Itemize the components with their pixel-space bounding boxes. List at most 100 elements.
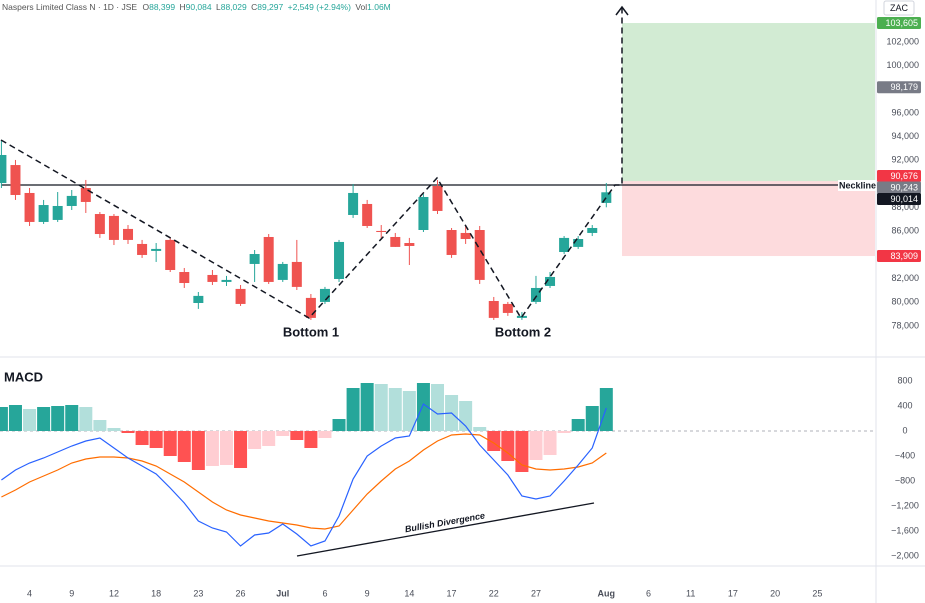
candle-body (488, 300, 499, 318)
candle-body (165, 239, 176, 270)
label-background (838, 180, 876, 191)
histogram-bar (416, 383, 430, 431)
histogram-bar (93, 420, 107, 431)
candle-body (291, 261, 302, 287)
y-tick-label: 800 (897, 375, 912, 385)
histogram-bar (23, 409, 37, 431)
x-tick-label: 20 (770, 588, 780, 598)
histogram-bar (543, 431, 557, 455)
y-tick-label: 94,000 (891, 131, 919, 141)
candle-body (530, 287, 541, 302)
candle-body (573, 238, 584, 247)
y-tick-label: 400 (897, 400, 912, 410)
histogram-bar (65, 405, 79, 431)
candle-body (376, 230, 387, 233)
histogram-bar (473, 427, 487, 431)
y-tick-label: 96,000 (891, 107, 919, 117)
x-tick-label: 25 (812, 588, 822, 598)
y-tick-label: 80,000 (891, 297, 919, 307)
candle-body (474, 230, 485, 280)
histogram-bar (149, 431, 163, 448)
histogram-bar (402, 391, 416, 431)
histogram-bar (121, 431, 135, 433)
candle-body (502, 303, 513, 313)
price-label: 83,909 (890, 251, 918, 261)
candle-body (24, 192, 35, 222)
price-label: 90,243 (890, 182, 918, 192)
candle-body (545, 276, 556, 286)
x-tick-label: 6 (646, 588, 651, 598)
histogram-bar (163, 431, 177, 456)
high-value: 90,084 (186, 2, 212, 12)
arrow-head (615, 5, 629, 16)
histogram-bar (501, 431, 515, 461)
price-label-box (877, 192, 921, 205)
symbol: Naspers Limited Class N · 1D · JSE (2, 2, 137, 12)
divergence-line (296, 502, 595, 557)
stop-zone (622, 181, 875, 257)
candle-body (460, 232, 471, 239)
x-tick-label: 17 (447, 588, 457, 598)
histogram-bar (332, 419, 346, 431)
y-tick-label: 78,000 (891, 320, 919, 330)
signal-line (1, 433, 607, 530)
histogram-bar (431, 384, 444, 431)
histogram-bar (304, 431, 318, 448)
y-tick-label: −1,200 (891, 500, 919, 510)
x-tick-label: 6 (322, 588, 327, 598)
price-label-box (877, 250, 921, 263)
low-key: L (216, 2, 221, 12)
candle-body (221, 279, 232, 282)
histogram-bar (37, 407, 51, 431)
candle-body (348, 192, 359, 215)
x-tick-label: 27 (531, 588, 541, 598)
annotation: Bottom 1 (283, 324, 339, 339)
histogram-bar (135, 431, 149, 445)
candle-body (446, 230, 457, 255)
x-tick-label: Aug (598, 588, 616, 598)
candle-body (390, 236, 401, 247)
histogram-bar (177, 431, 191, 462)
target-zone (622, 23, 875, 182)
candle-body (277, 263, 288, 280)
high-key: H (179, 2, 185, 12)
histogram-bar (0, 407, 8, 431)
macd-pane: 800 400 0 −400 −800 −1,200 −1,600 −2,000 (0, 375, 919, 560)
change: +2,549 (+2.94%) (288, 2, 351, 12)
x-tick-label: 17 (728, 588, 738, 598)
y-tick-label: 92,000 (891, 155, 919, 165)
y-tick-label: −2,000 (891, 550, 919, 560)
open-value: 88,399 (149, 2, 175, 12)
histogram-bar (388, 388, 402, 431)
y-tick-label: −400 (895, 450, 915, 460)
candle-body (151, 248, 162, 251)
price-label: 90,014 (890, 194, 918, 204)
candle-body (10, 165, 21, 195)
histogram-bar (360, 383, 374, 431)
candle-body (334, 241, 345, 279)
histogram-bar (374, 384, 388, 431)
candle-body (587, 227, 598, 233)
candle-body (319, 288, 330, 302)
histogram-bar (557, 431, 571, 433)
histogram-bar (529, 431, 543, 460)
annotation: Bottom 2 (495, 324, 551, 339)
x-tick-label: Jul (276, 588, 289, 598)
header: Naspers Limited Class N · 1D · JSE O88,3… (2, 2, 391, 12)
histogram-bar (191, 431, 205, 470)
y-tick-label: −1,600 (891, 525, 919, 535)
x-tick-label: 18 (151, 588, 161, 598)
candle-body (38, 205, 49, 222)
histogram-bar (571, 419, 585, 431)
candle-body (66, 195, 77, 206)
pane-title: MACD (4, 369, 43, 384)
close-value: 89,297 (257, 2, 283, 12)
histogram-bar (51, 406, 65, 431)
candle-body (432, 185, 443, 211)
candle-body (108, 215, 119, 240)
histogram-bar (248, 431, 262, 449)
candle-body (137, 243, 148, 255)
histogram-bar (318, 431, 332, 438)
x-tick-label: 22 (489, 588, 499, 598)
